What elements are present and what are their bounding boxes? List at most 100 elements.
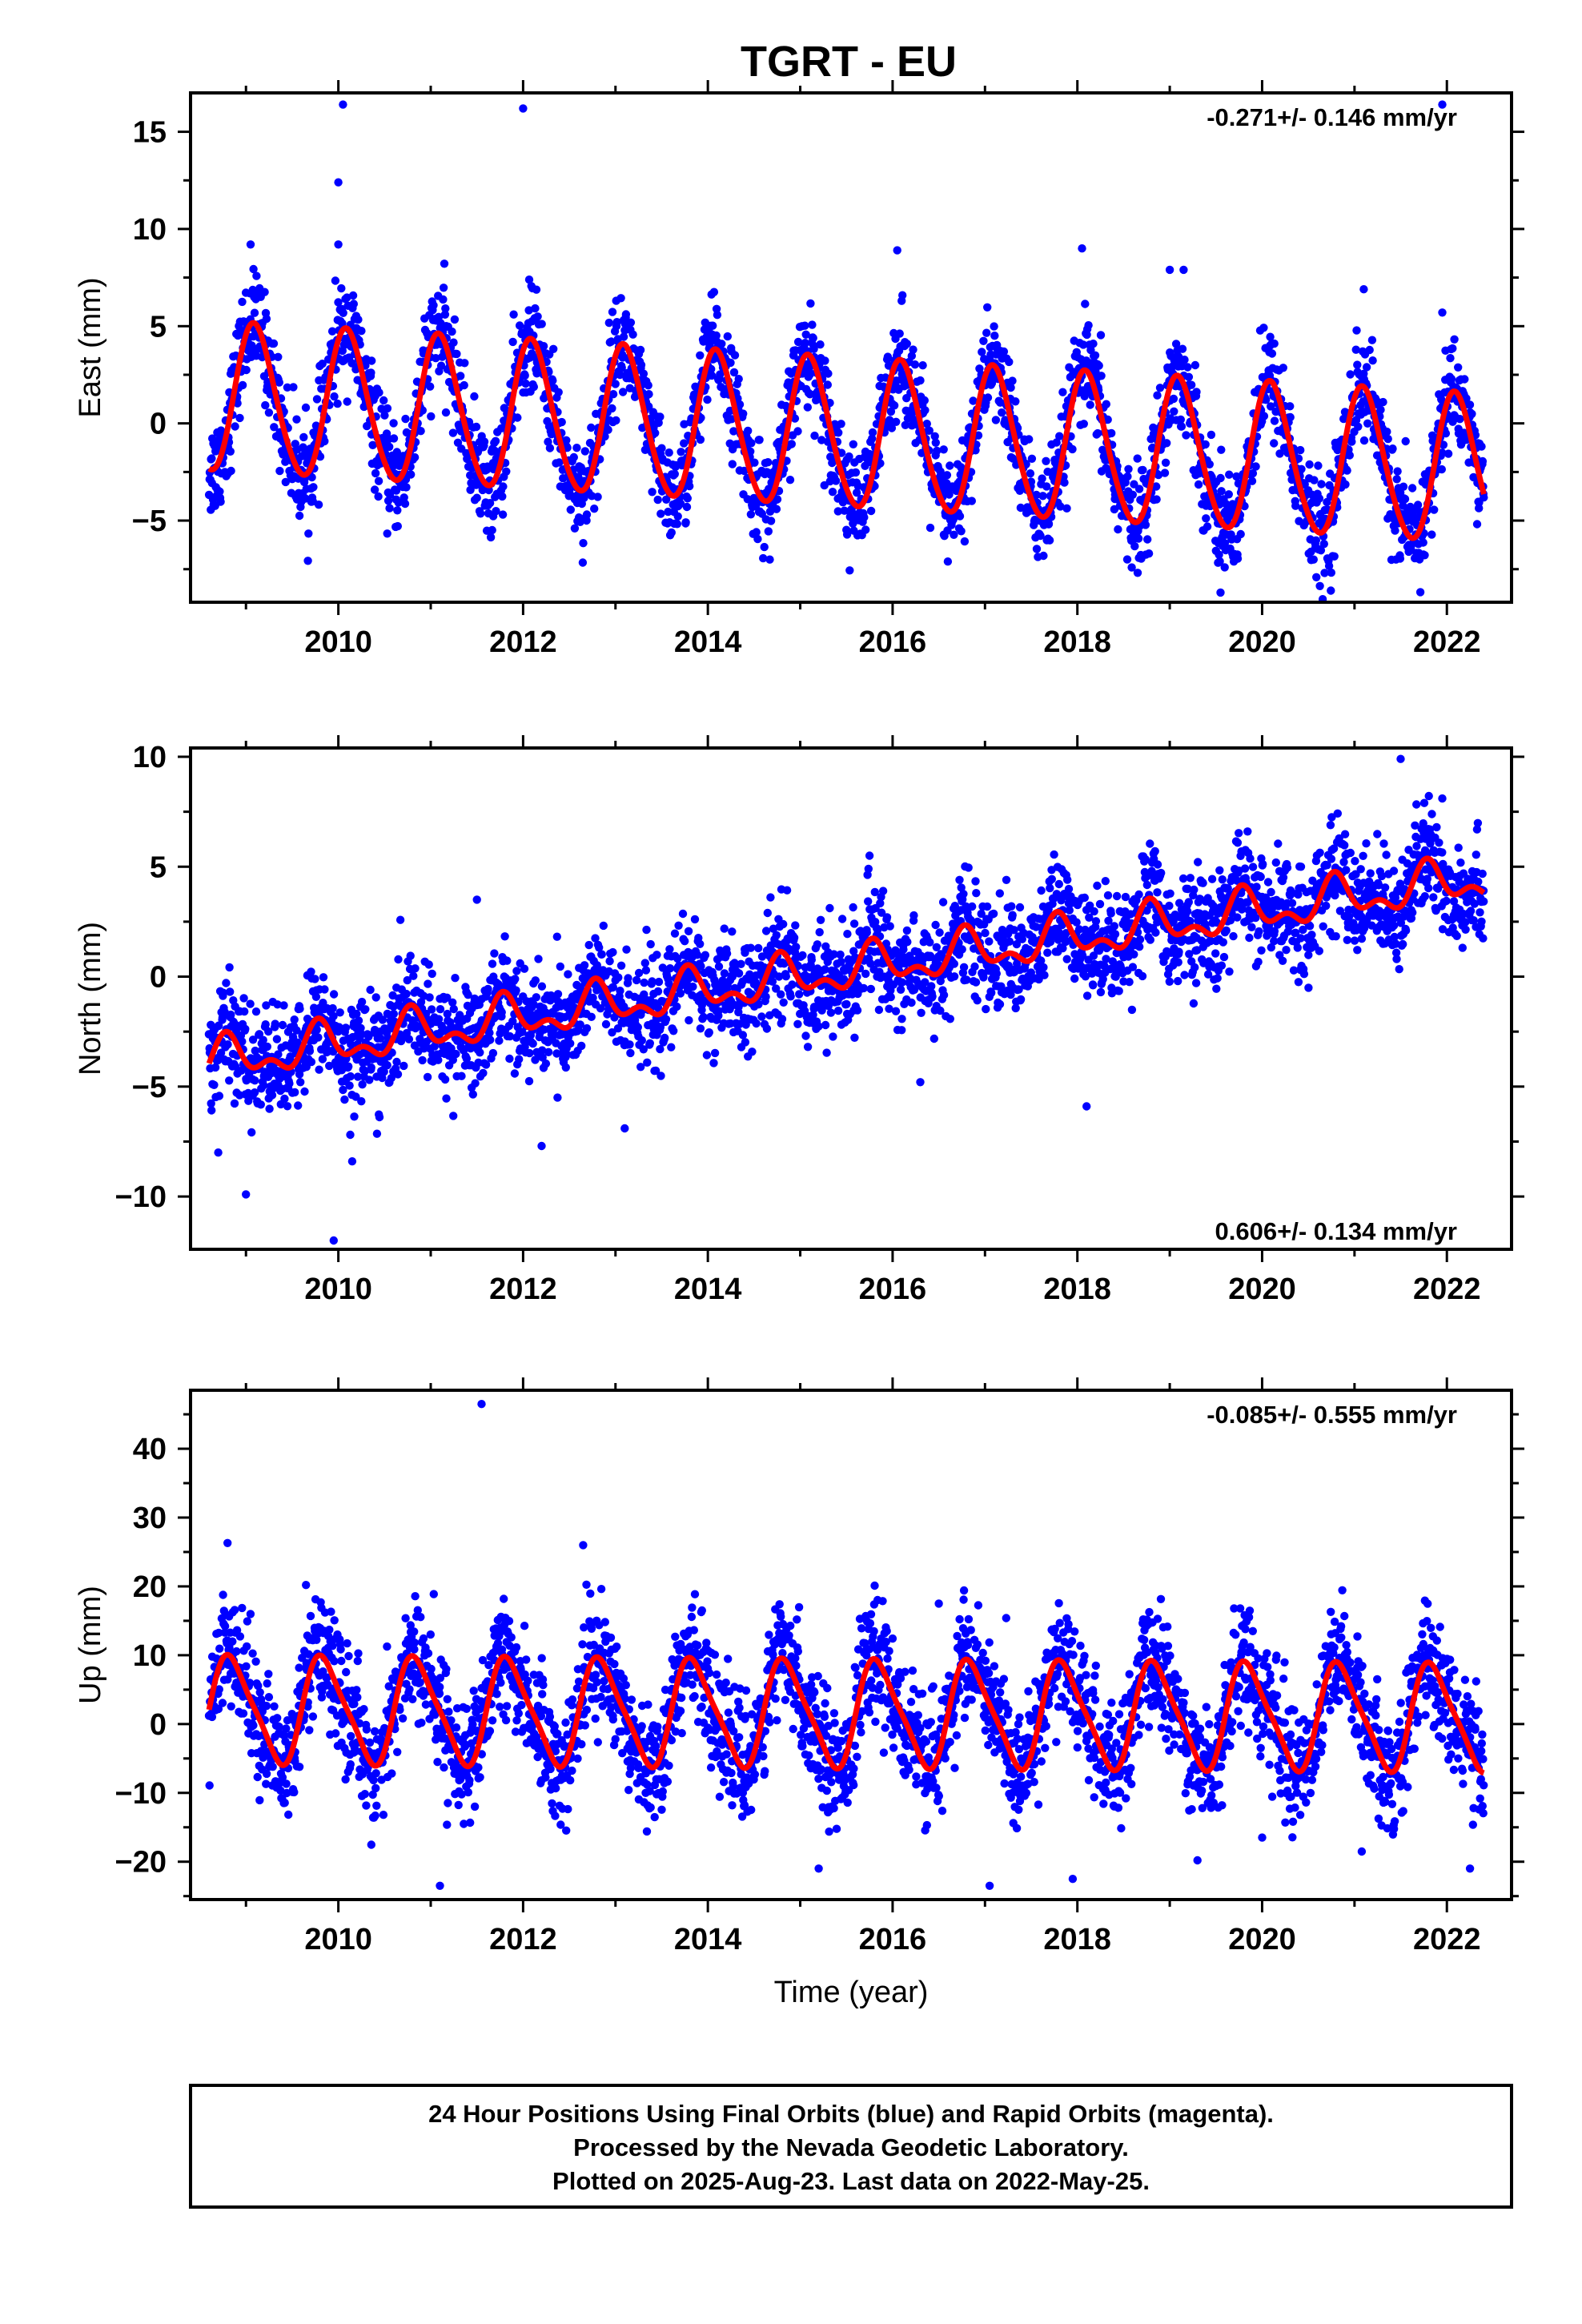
data-point (340, 1095, 349, 1104)
data-point (760, 542, 769, 552)
data-point (597, 950, 606, 959)
data-point (709, 321, 717, 330)
data-point (1144, 549, 1154, 558)
data-point (318, 360, 327, 368)
data-point (831, 476, 841, 485)
data-point (480, 437, 489, 446)
data-point (885, 922, 894, 931)
data-point (972, 889, 981, 898)
data-point (1314, 461, 1323, 470)
data-point (922, 420, 932, 428)
data-point (864, 864, 873, 874)
data-point (699, 1012, 708, 1022)
data-point (1107, 428, 1116, 438)
data-point (791, 921, 800, 930)
data-point (499, 482, 508, 491)
data-point (809, 333, 817, 343)
data-point (829, 1032, 837, 1041)
data-point (1324, 561, 1334, 570)
data-point (938, 898, 948, 907)
data-point (790, 414, 800, 423)
data-point (1441, 429, 1451, 438)
data-point (703, 395, 712, 404)
outlier-point (1216, 588, 1225, 597)
data-point (617, 364, 626, 372)
data-point (753, 534, 762, 544)
data-point (231, 422, 239, 431)
data-point (1160, 468, 1170, 477)
data-point (801, 339, 809, 348)
data-point (612, 416, 620, 425)
data-point (599, 921, 608, 931)
data-point (685, 1015, 693, 1025)
data-point (394, 498, 403, 507)
data-point (1312, 573, 1321, 581)
data-point (385, 490, 395, 500)
data-point (1296, 445, 1305, 455)
data-point (578, 558, 588, 567)
data-point (595, 943, 604, 952)
data-point (1368, 356, 1377, 365)
data-point (320, 985, 329, 994)
data-point (845, 452, 853, 461)
data-point (782, 886, 792, 895)
data-point (451, 974, 460, 983)
data-point (285, 1079, 294, 1088)
data-point (1270, 416, 1279, 425)
data-point (508, 1017, 517, 1026)
data-point (264, 408, 274, 417)
data-point (296, 1078, 305, 1087)
data-point (1351, 345, 1360, 354)
data-point (735, 400, 745, 409)
east-x-axis: 2010 2012 2014 2016 2018 2020 2022 (244, 80, 1481, 659)
data-point (1286, 402, 1295, 411)
data-point (982, 328, 991, 337)
data-point (318, 1055, 327, 1063)
data-point (566, 505, 575, 514)
data-point (259, 1035, 267, 1044)
x-tick-label: 2012 (489, 625, 557, 659)
data-point (720, 969, 729, 978)
data-point (555, 458, 564, 467)
data-point (746, 447, 755, 456)
data-point (903, 938, 912, 947)
data-point (441, 408, 451, 417)
data-point (636, 345, 645, 355)
data-point (621, 310, 631, 319)
data-point (897, 1015, 906, 1023)
data-point (518, 1027, 527, 1036)
data-point (772, 931, 781, 940)
data-point (616, 987, 624, 995)
data-point (636, 360, 646, 369)
data-point (1001, 416, 1010, 424)
data-point (470, 392, 479, 401)
data-point (921, 978, 930, 987)
data-point (1430, 505, 1439, 514)
data-point (636, 1063, 645, 1072)
data-point (673, 520, 681, 529)
data-point (967, 497, 977, 505)
data-point (608, 308, 617, 316)
data-point (1013, 959, 1022, 968)
data-point (709, 287, 719, 296)
data-point (255, 1030, 264, 1039)
x-tick-label: 2020 (1228, 625, 1296, 659)
data-point (927, 982, 936, 991)
data-point (643, 1058, 652, 1068)
data-point (1379, 397, 1387, 407)
data-point (406, 951, 415, 960)
data-point (1032, 490, 1041, 500)
data-point (383, 1009, 392, 1019)
data-point (676, 499, 685, 509)
data-point (773, 495, 782, 504)
data-point (443, 1009, 452, 1019)
data-point (294, 1101, 303, 1110)
data-point (979, 336, 988, 345)
data-point (1045, 536, 1054, 545)
data-point (207, 1099, 215, 1108)
data-point (909, 911, 918, 920)
data-point (383, 404, 392, 413)
east-y-label: East (mm) (74, 277, 107, 417)
data-point (1011, 397, 1020, 406)
